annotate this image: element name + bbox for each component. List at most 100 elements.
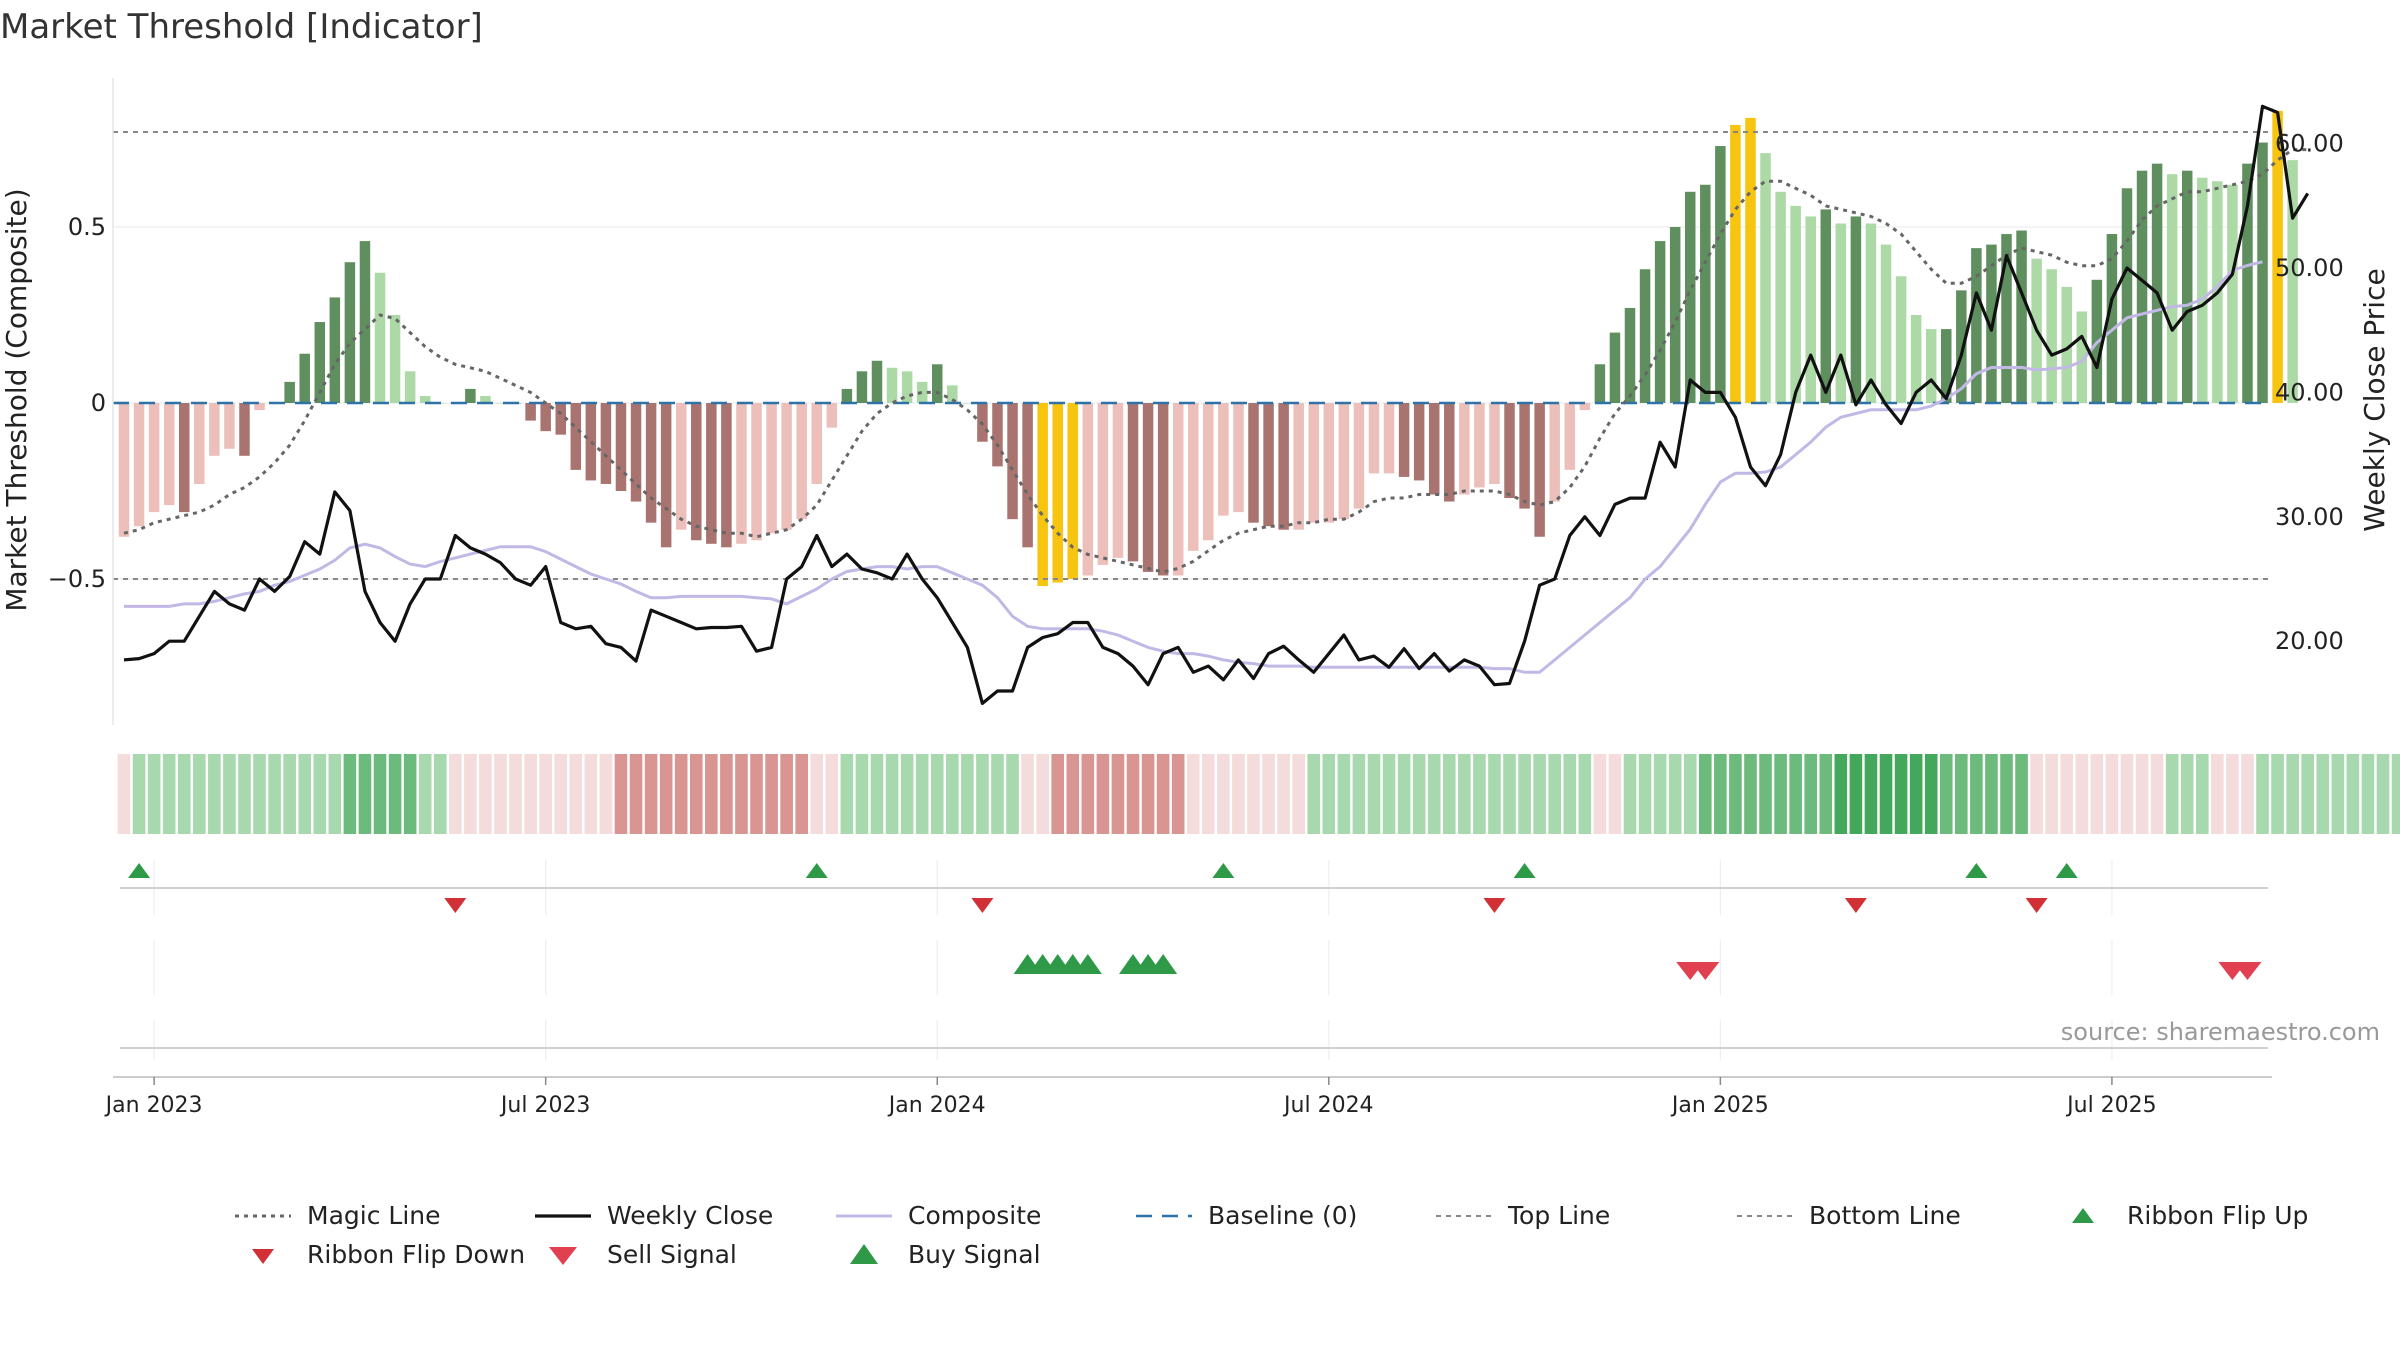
composite-bar [1278,403,1289,530]
ribbon-cell [1442,754,1456,834]
composite-bar [389,315,401,403]
ribbon-cell [825,754,839,834]
composite-bar [600,403,612,484]
ribbon-cell [223,754,236,834]
composite-bar [2287,160,2298,403]
composite-bar [1805,216,1816,403]
composite-bar [1594,364,1606,403]
composite-bar [284,381,295,403]
ribbon-cell [2346,754,2360,834]
ribbon-cell [509,754,522,834]
ribbon-cell [1096,754,1110,834]
ribbon-cell [1488,754,1501,834]
ribbon-cell [373,754,387,834]
composite-bar [826,403,838,428]
ribbon-cell [1759,754,1772,834]
ribbon-cell [313,754,327,834]
composite-bar [2001,234,2012,403]
ribbon-cell [1262,754,1275,834]
legend-item: Buy Signal [850,1240,1041,1269]
y-axis-label-left: Market Threshold (Composite) [0,188,33,611]
x-axis: Jan 2023 Jul 2023 Jan 2024 Jul 2024 Jan 2025… [104,1076,2272,1118]
ribbon-cell [1021,754,1034,834]
composite-bar [299,353,310,403]
ribbon-cell [283,754,296,834]
ribbon-flip-down-marker [2025,898,2048,913]
composite-bar [1925,329,1937,403]
composite-bar [660,403,672,548]
legend-item: Ribbon Flip Up [2072,1201,2308,1230]
composite-bar [615,403,627,491]
ribbon-cell [1141,754,1155,834]
ribbon-cell [494,754,507,834]
composite-bar [751,403,762,541]
composite-bar [886,367,898,403]
composite-bar [766,403,777,534]
ribbon-cell [1503,754,1516,834]
ribbon-cell [1638,754,1652,834]
ribbon-cell [2391,754,2400,834]
ribbon-cell [117,754,131,834]
ribbon-cell [961,754,974,834]
ribbon-cell [1202,754,1215,834]
composite-bar [1564,403,1576,470]
ribbon-cell [900,754,914,834]
y-tick-left: 0 [91,389,106,417]
ribbon-cell [1774,754,1787,834]
composite-bar [1413,403,1425,481]
composite-bar [901,371,913,403]
legend-item: Baseline (0) [1136,1201,1357,1230]
ribbon-cell [328,754,342,834]
ribbon-cell [1518,754,1531,834]
ribbon-cell [689,754,703,834]
y-tick-right: 50.00 [2275,254,2344,282]
composite-bar [133,403,145,527]
ribbon-cell [1051,754,1065,834]
composite-bar [585,403,597,481]
ribbon-cell [2105,754,2119,834]
ribbon-cell [1909,754,1923,834]
composite-bar [2076,311,2088,403]
composite-bar [1549,403,1560,502]
composite-bar [1112,403,1124,558]
ribbon-cell [1337,754,1351,834]
ribbon-cell [2256,754,2269,834]
ribbon-cell [2165,754,2179,834]
composite-bar [314,322,326,403]
composite-bar [224,403,235,449]
composite-bar [1775,191,1786,403]
ribbon-cell [2030,754,2043,834]
ribbon-cell [268,754,281,834]
x-tick-label: Jan 2023 [104,1093,203,1118]
y-axis-label-right: Weekly Close Price [2358,268,2391,531]
ribbon-cell [1714,754,1727,834]
ribbon-cell [1819,754,1833,834]
composite-bar [1639,269,1651,403]
x-tick-label: Jul 2025 [2065,1093,2157,1118]
legend-label: Magic Line [307,1201,441,1230]
composite-bar [540,403,551,432]
ribbon-flip-panel [120,863,2268,913]
ribbon-cell [1623,754,1637,834]
composite-bar [2181,170,2193,403]
ribbon-cell [1879,754,1893,834]
composite-bar [1850,216,1862,403]
legend-label: Composite [908,1201,1041,1230]
x-tick-label: Jul 2023 [499,1093,591,1118]
ribbon-cell [930,754,944,834]
buy-signal-marker [1073,954,1102,974]
ribbon-cell [2060,754,2074,834]
ribbon-cell [659,754,673,834]
composite-bar [1880,244,1892,403]
ribbon-flip-up-marker [128,863,151,878]
composite-bar [1790,205,1801,403]
ribbon-cell [539,754,552,834]
ribbon-cell [1985,754,1998,834]
ribbon-cell [1849,754,1863,834]
composite-bar [916,381,928,403]
composite-bar [1895,276,1907,403]
composite-bar [1534,403,1545,537]
composite-bar [525,403,536,421]
composite-bar [1459,403,1470,495]
magic-line [123,148,2308,574]
